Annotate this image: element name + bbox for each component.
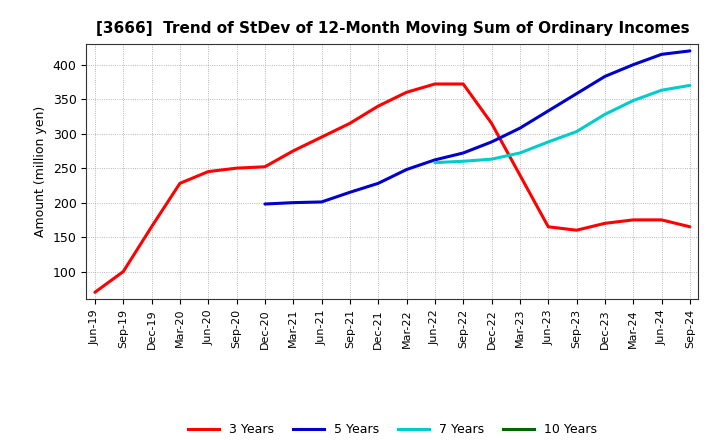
Title: [3666]  Trend of StDev of 12-Month Moving Sum of Ordinary Incomes: [3666] Trend of StDev of 12-Month Moving… [96,21,689,36]
Legend: 3 Years, 5 Years, 7 Years, 10 Years: 3 Years, 5 Years, 7 Years, 10 Years [183,418,602,440]
Y-axis label: Amount (million yen): Amount (million yen) [35,106,48,237]
